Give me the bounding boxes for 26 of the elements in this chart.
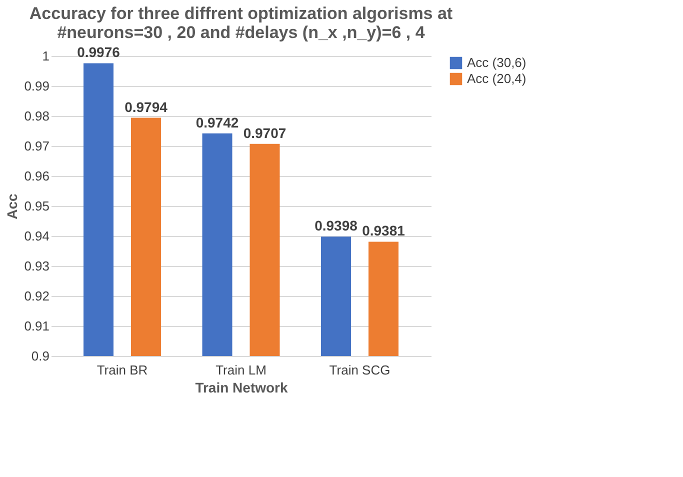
- y-tick-label: 0.99: [24, 78, 50, 94]
- data-label: 0.9976: [77, 44, 120, 60]
- data-label: 0.9398: [314, 218, 358, 234]
- x-axis-title: Train Network: [195, 380, 288, 396]
- y-tick-label: 0.95: [24, 198, 50, 214]
- text: Accuracy for three diffrent optimization algorisms at: [29, 4, 453, 24]
- data-label: 0.9794: [124, 98, 168, 115]
- text: #neurons=30 , 20 and #delays (n_x ,n_y)=6 , 4: [57, 23, 425, 42]
- y-tick-label: 0.97: [24, 138, 50, 154]
- y-tick-label: 0.92: [24, 288, 50, 304]
- y-tick-label: 0.93: [24, 258, 50, 274]
- y-tick-label: 1: [42, 48, 50, 64]
- y-tick-label: 0.94: [24, 228, 50, 244]
- x-tick-label: Train BR: [96, 362, 148, 378]
- data-label: 0.9707: [243, 124, 286, 141]
- data-label: 0.9381: [362, 222, 406, 239]
- x-tick-label: Train SCG: [329, 362, 390, 378]
- x-tick-label: Train LM: [216, 362, 266, 378]
- y-tick-label: 0.96: [24, 168, 50, 184]
- y-tick-label: 0.98: [24, 108, 50, 124]
- legend-label: Acc (30,6): [467, 55, 526, 70]
- y-axis-title: Acc: [4, 193, 20, 220]
- legend-label: Acc (20,4): [467, 71, 526, 86]
- data-label: 0.9742: [196, 114, 239, 130]
- y-tick-label: 0.9: [31, 348, 50, 364]
- y-tick-label: 0.91: [24, 318, 50, 334]
